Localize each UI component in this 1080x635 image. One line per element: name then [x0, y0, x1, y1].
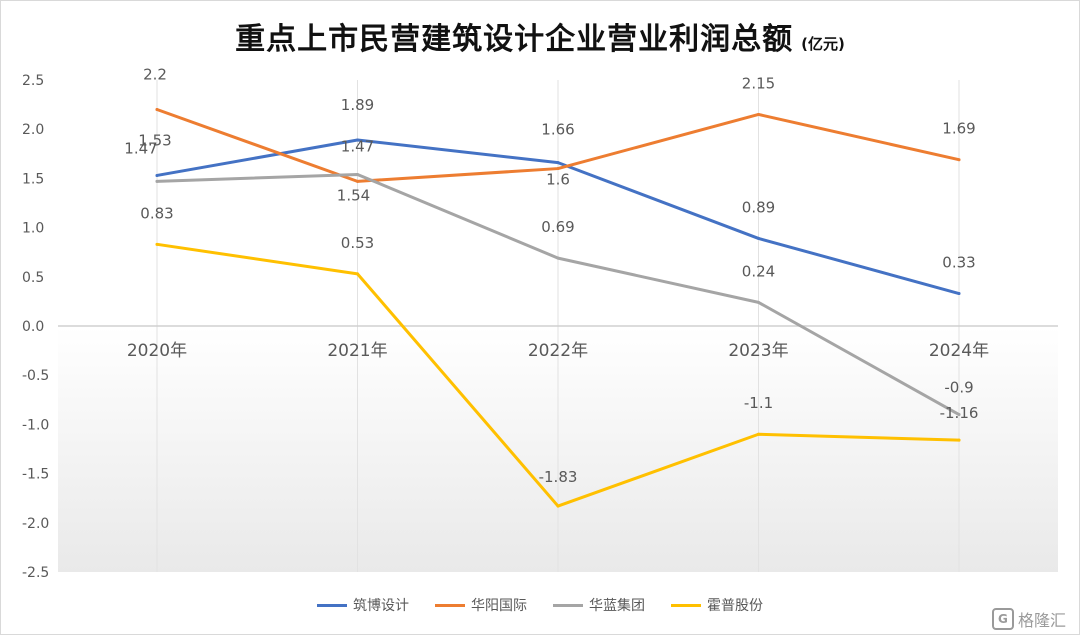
legend-label: 华阳国际 [471, 598, 527, 614]
data-point [356, 179, 359, 183]
y-tick-label: 0.5 [22, 270, 44, 286]
x-tick-label: 2023年 [728, 341, 788, 361]
watermark: G 格隆汇 [991, 607, 1066, 631]
data-label: 1.54 [337, 186, 370, 204]
data-label: -1.16 [940, 404, 979, 422]
watermark-logo-icon: G [991, 608, 1014, 630]
y-tick-label: 2.5 [22, 73, 44, 89]
data-label: -1.83 [539, 468, 578, 486]
data-point [957, 413, 961, 417]
legend-swatch [671, 603, 701, 607]
data-label: -1.1 [744, 394, 773, 412]
y-tick-label: 1.5 [22, 171, 44, 187]
data-point [155, 179, 159, 183]
data-point [757, 112, 760, 116]
legend-label: 筑博设计 [353, 598, 409, 614]
legend-item: 华蓝集团 [553, 595, 645, 615]
y-tick-label: -2.0 [22, 516, 49, 532]
legend-label: 华蓝集团 [589, 598, 645, 614]
x-tick-label: 2024年 [929, 341, 989, 361]
legend-item: 筑博设计 [317, 595, 409, 615]
data-point [356, 272, 359, 276]
legend-item: 霍普股份 [671, 595, 763, 615]
watermark-text: 格隆汇 [1017, 611, 1066, 630]
y-tick-label: 1.0 [22, 221, 44, 237]
data-point [957, 158, 961, 162]
data-point [757, 236, 760, 240]
data-label: 1.47 [341, 137, 374, 155]
legend-label: 霍普股份 [707, 598, 763, 614]
data-label: 0.33 [942, 254, 975, 272]
x-tick-label: 2020年 [127, 341, 187, 361]
data-label: 2.15 [742, 74, 775, 92]
data-point [957, 292, 961, 296]
data-label: 1.47 [124, 139, 157, 157]
data-point [757, 300, 760, 304]
data-point [356, 172, 359, 176]
data-label: 1.89 [341, 96, 374, 114]
data-label: 0.69 [541, 218, 574, 236]
y-tick-label: 2.0 [22, 122, 44, 138]
data-point [356, 138, 359, 142]
data-label: 0.83 [140, 204, 173, 222]
y-tick-label: 0.0 [22, 319, 44, 335]
y-tick-label: -2.5 [22, 565, 49, 581]
y-tick-label: -0.5 [22, 368, 49, 384]
data-label: 1.6 [546, 171, 570, 189]
x-tick-label: 2022年 [528, 341, 588, 361]
legend-item: 华阳国际 [435, 595, 527, 615]
data-label: 1.53 [138, 131, 171, 149]
title-block: 重点上市民营建筑设计企业营业利润总额 (亿元) [0, 14, 1080, 58]
data-point [556, 167, 560, 171]
data-label: 1.69 [942, 120, 975, 138]
legend-swatch [317, 603, 347, 607]
data-point [556, 256, 560, 260]
data-label: 0.89 [742, 198, 775, 216]
x-tick-label: 2021年 [327, 341, 387, 361]
data-point [556, 161, 560, 165]
y-tick-label: -1.5 [22, 467, 49, 483]
data-point [556, 504, 560, 508]
legend: 筑博设计 华阳国际 华蓝集团 霍普股份 [0, 595, 1080, 615]
chart-unit: (亿元) [801, 35, 845, 53]
chart-title: 重点上市民营建筑设计企业营业利润总额 [235, 22, 794, 57]
data-point [155, 108, 159, 112]
data-label: 0.24 [742, 262, 775, 280]
data-point [155, 242, 159, 246]
data-label: 0.53 [341, 234, 374, 252]
data-label: -0.9 [944, 379, 973, 397]
data-point [155, 173, 159, 177]
legend-swatch [435, 603, 465, 607]
data-point [957, 438, 961, 442]
data-label: 1.66 [541, 121, 574, 139]
data-point [757, 432, 760, 436]
y-tick-label: -1.0 [22, 417, 49, 433]
legend-swatch [553, 603, 583, 607]
data-label: 2.2 [143, 66, 167, 84]
